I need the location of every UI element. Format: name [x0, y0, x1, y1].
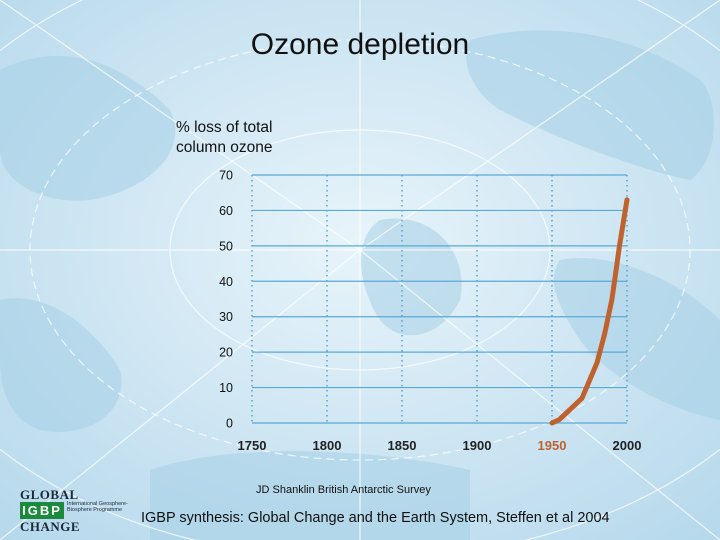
slide-title: Ozone depletion: [250, 28, 470, 61]
igbp-logo: GLOBAL IGBP International Geosphere-Bios…: [20, 487, 150, 535]
y-tick-label: 50: [219, 239, 233, 253]
y-tick-label: 60: [219, 204, 233, 218]
x-tick-label: 1850: [388, 438, 417, 453]
x-tick-label: 1750: [238, 438, 267, 453]
ozone-loss-series-line: [549, 197, 630, 426]
x-tick-label: 1900: [463, 438, 492, 453]
logo-small-text: International Geosphere-Biosphere Progra…: [67, 501, 128, 513]
x-tick-label: 2000: [613, 438, 642, 453]
y-axis-label-line-1: % loss of total: [176, 119, 273, 136]
y-tick-label: 0: [226, 417, 233, 431]
x-tick-label: 1800: [313, 438, 342, 453]
y-tick-label: 30: [219, 310, 233, 324]
y-tick-label: 10: [219, 381, 233, 395]
y-tick-label: 20: [219, 346, 233, 360]
logo-igbp-box: IGBP: [20, 502, 64, 519]
source-citation: IGBP synthesis: Global Change and the Ea…: [141, 510, 610, 526]
y-tick-label: 70: [219, 169, 233, 183]
logo-global-text: GLOBAL: [20, 487, 79, 502]
y-tick-label: 40: [219, 275, 233, 289]
logo-change-text: CHANGE: [20, 519, 81, 534]
x-tick-label: 1950: [538, 438, 567, 453]
photo-credit: JD Shanklin British Antarctic Survey: [256, 484, 431, 496]
y-axis-label: % loss of total column ozone: [176, 118, 316, 158]
y-axis-label-line-2: column ozone: [176, 139, 273, 156]
